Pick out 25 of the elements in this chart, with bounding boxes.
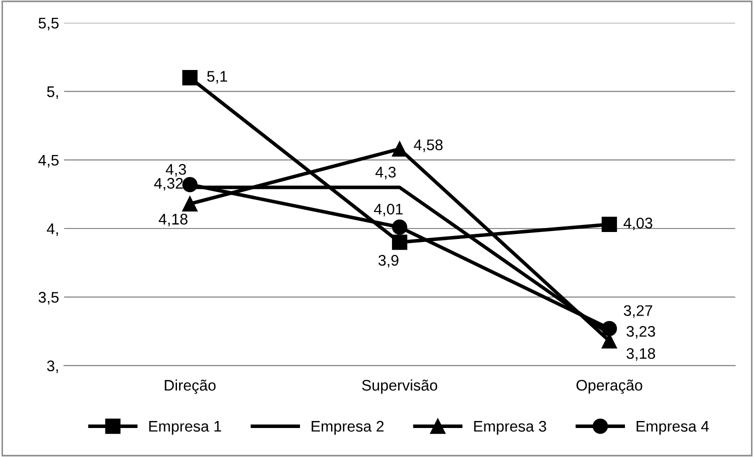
data-label: 4,18 (158, 214, 188, 226)
x-tick-label: Operação (576, 380, 642, 394)
data-label: 5,1 (207, 71, 228, 84)
data-label: 4,58 (414, 139, 443, 152)
data-label: 4,3 (375, 166, 396, 180)
y-tick-label: 5,5 (38, 18, 59, 30)
legend-label: Empresa 3 (474, 420, 546, 435)
data-label: 4,3 (166, 164, 186, 177)
y-tick-label: 5, (47, 86, 58, 99)
legend-label: Empresa 4 (636, 421, 709, 435)
y-tick-label: 3,5 (38, 292, 59, 305)
legend-label: Empresa 2 (312, 420, 384, 435)
x-tick-label: Supervisão (362, 379, 438, 394)
data-label: 3,23 (626, 326, 656, 339)
data-label: 4,32 (154, 178, 183, 191)
data-label: 3,27 (624, 305, 652, 318)
data-label: 3,18 (626, 348, 656, 361)
data-label: 4,03 (624, 218, 652, 230)
data-label: 3,9 (378, 254, 398, 268)
y-tick-label: 3, (47, 360, 58, 374)
x-tick-label: Direção (164, 379, 216, 394)
y-tick-label: 4,5 (38, 154, 59, 168)
data-label: 4,01 (374, 204, 403, 216)
y-tick-label: 4, (46, 224, 58, 236)
legend-label: Empresa 1 (149, 421, 222, 435)
